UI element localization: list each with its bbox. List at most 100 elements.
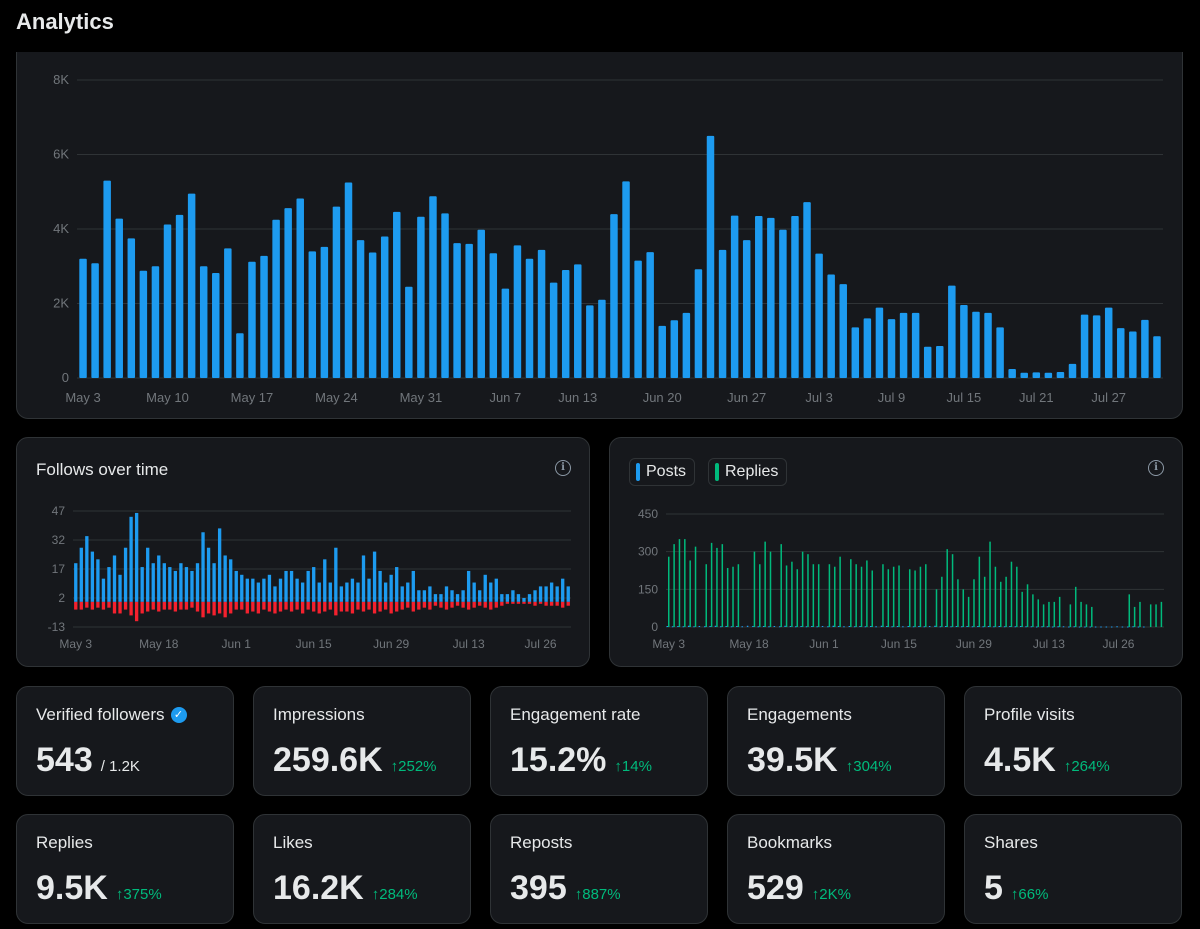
impressions-bar[interactable] [767,217,775,378]
follows-loss-bar[interactable] [549,601,554,606]
posts-bar[interactable] [666,625,669,627]
follows-loss-bar[interactable] [123,601,128,610]
follows-gain-bar[interactable] [428,586,432,602]
follows-gain-bar[interactable] [295,578,299,602]
follows-loss-bar[interactable] [361,601,366,612]
posts-bar[interactable] [789,625,792,627]
follows-loss-bar[interactable] [356,601,360,610]
posts-bar[interactable] [928,625,931,627]
follows-gain-bar[interactable] [234,570,238,602]
follows-loss-bar[interactable] [461,601,465,608]
follows-loss-bar[interactable] [267,601,272,612]
follows-gain-bar[interactable] [173,570,178,602]
impressions-bar[interactable] [730,215,739,378]
posts-bar[interactable] [1014,626,1017,628]
follows-gain-bar[interactable] [278,578,283,602]
follows-gain-bar[interactable] [533,590,537,602]
follows-gain-bar[interactable] [251,578,255,602]
posts-bar[interactable] [859,625,861,627]
follows-gain-bar[interactable] [317,582,321,602]
follows-gain-bar[interactable] [372,551,377,602]
impressions-bar[interactable] [465,243,473,378]
replies-bar[interactable] [1069,604,1072,627]
follows-gain-bar[interactable] [411,570,415,602]
posts-bar[interactable] [1057,626,1059,628]
follows-gain-bar[interactable] [511,590,515,602]
posts-bar[interactable] [1132,626,1134,628]
follows-loss-bar[interactable] [317,601,321,614]
posts-bar[interactable] [736,625,738,627]
posts-bar[interactable] [939,626,942,628]
posts-bar[interactable] [982,626,984,628]
posts-bar[interactable] [902,626,904,628]
stat-card-likes[interactable]: Likes 16.2K ↑284% [253,814,471,924]
replies-bar[interactable] [1085,604,1088,627]
follows-loss-bar[interactable] [538,601,543,604]
follows-gain-bar[interactable] [118,574,122,602]
impressions-bar[interactable] [537,249,546,378]
impressions-bar[interactable] [911,312,920,378]
replies-bar[interactable] [887,569,890,627]
impressions-bar[interactable] [1032,372,1041,378]
impressions-bar[interactable] [1068,363,1077,378]
follows-loss-bar[interactable] [184,601,189,610]
follows-loss-bar[interactable] [90,601,95,610]
posts-bar[interactable] [703,626,706,628]
follows-gain-bar[interactable] [101,578,106,602]
follows-loss-bar[interactable] [328,601,332,610]
impressions-bar[interactable] [646,252,654,378]
impressions-bar[interactable] [429,196,437,378]
follows-loss-bar[interactable] [74,601,78,610]
impressions-bar[interactable] [139,270,148,378]
follows-loss-bar[interactable] [240,601,244,610]
replies-bar[interactable] [759,564,761,627]
follows-gain-bar[interactable] [439,594,443,602]
follows-loss-bar[interactable] [212,601,216,616]
posts-bar[interactable] [768,626,770,628]
impressions-bar[interactable] [887,319,896,378]
posts-bar[interactable] [693,626,695,628]
impressions-bar[interactable] [839,284,847,378]
follows-gain-bar[interactable] [494,578,498,602]
follows-gain-bar[interactable] [406,582,410,602]
posts-bar[interactable] [832,625,835,627]
posts-bar[interactable] [752,625,754,627]
follows-loss-bar[interactable] [306,601,310,610]
follows-loss-bar[interactable] [229,601,233,614]
impressions-bar[interactable] [1092,315,1101,378]
follows-gain-bar[interactable] [549,582,554,602]
replies-bar[interactable] [951,554,954,627]
replies-bar[interactable] [694,546,697,627]
replies-bar[interactable] [1032,594,1034,627]
follows-loss-bar[interactable] [372,601,377,614]
impressions-bar[interactable] [236,333,244,378]
posts-bar[interactable] [886,625,888,627]
follows-loss-bar[interactable] [555,601,559,606]
legend-posts-toggle[interactable]: Posts [629,458,696,486]
follows-gain-bar[interactable] [217,528,222,602]
replies-bar[interactable] [962,589,965,627]
posts-bar[interactable] [730,626,733,628]
follows-loss-bar[interactable] [500,601,504,606]
replies-bar[interactable] [967,596,970,627]
posts-bar[interactable] [816,626,818,628]
replies-bar[interactable] [791,561,793,627]
impressions-bar[interactable] [996,327,1004,378]
posts-bar[interactable] [891,626,893,628]
impressions-bar[interactable] [972,311,980,378]
replies-bar[interactable] [737,564,740,627]
posts-bar[interactable] [1046,626,1049,628]
stat-card-verified-followers[interactable]: Verified followers ✓ 543 / 1.2K [16,686,234,796]
follows-loss-bar[interactable] [245,601,249,614]
replies-bar[interactable] [1026,584,1029,627]
follows-gain-bar[interactable] [500,594,504,602]
follows-loss-bar[interactable] [450,601,454,608]
posts-bar[interactable] [896,625,899,627]
replies-bar[interactable] [1053,601,1056,627]
replies-bar[interactable] [812,564,815,627]
follows-loss-bar[interactable] [112,601,117,614]
follows-loss-bar[interactable] [389,601,393,614]
follows-loss-bar[interactable] [140,601,144,614]
follows-gain-bar[interactable] [79,547,83,602]
impressions-bar[interactable] [1080,314,1089,378]
